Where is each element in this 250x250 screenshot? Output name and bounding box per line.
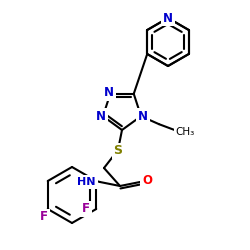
Text: N: N (163, 12, 173, 24)
Text: HN: HN (78, 177, 96, 187)
Text: N: N (104, 86, 114, 99)
Text: CH₃: CH₃ (176, 127, 195, 137)
Text: O: O (142, 174, 152, 188)
Text: N: N (138, 110, 148, 123)
Text: S: S (114, 144, 122, 158)
Text: F: F (82, 202, 90, 215)
Text: F: F (40, 210, 48, 224)
Text: N: N (96, 110, 106, 123)
